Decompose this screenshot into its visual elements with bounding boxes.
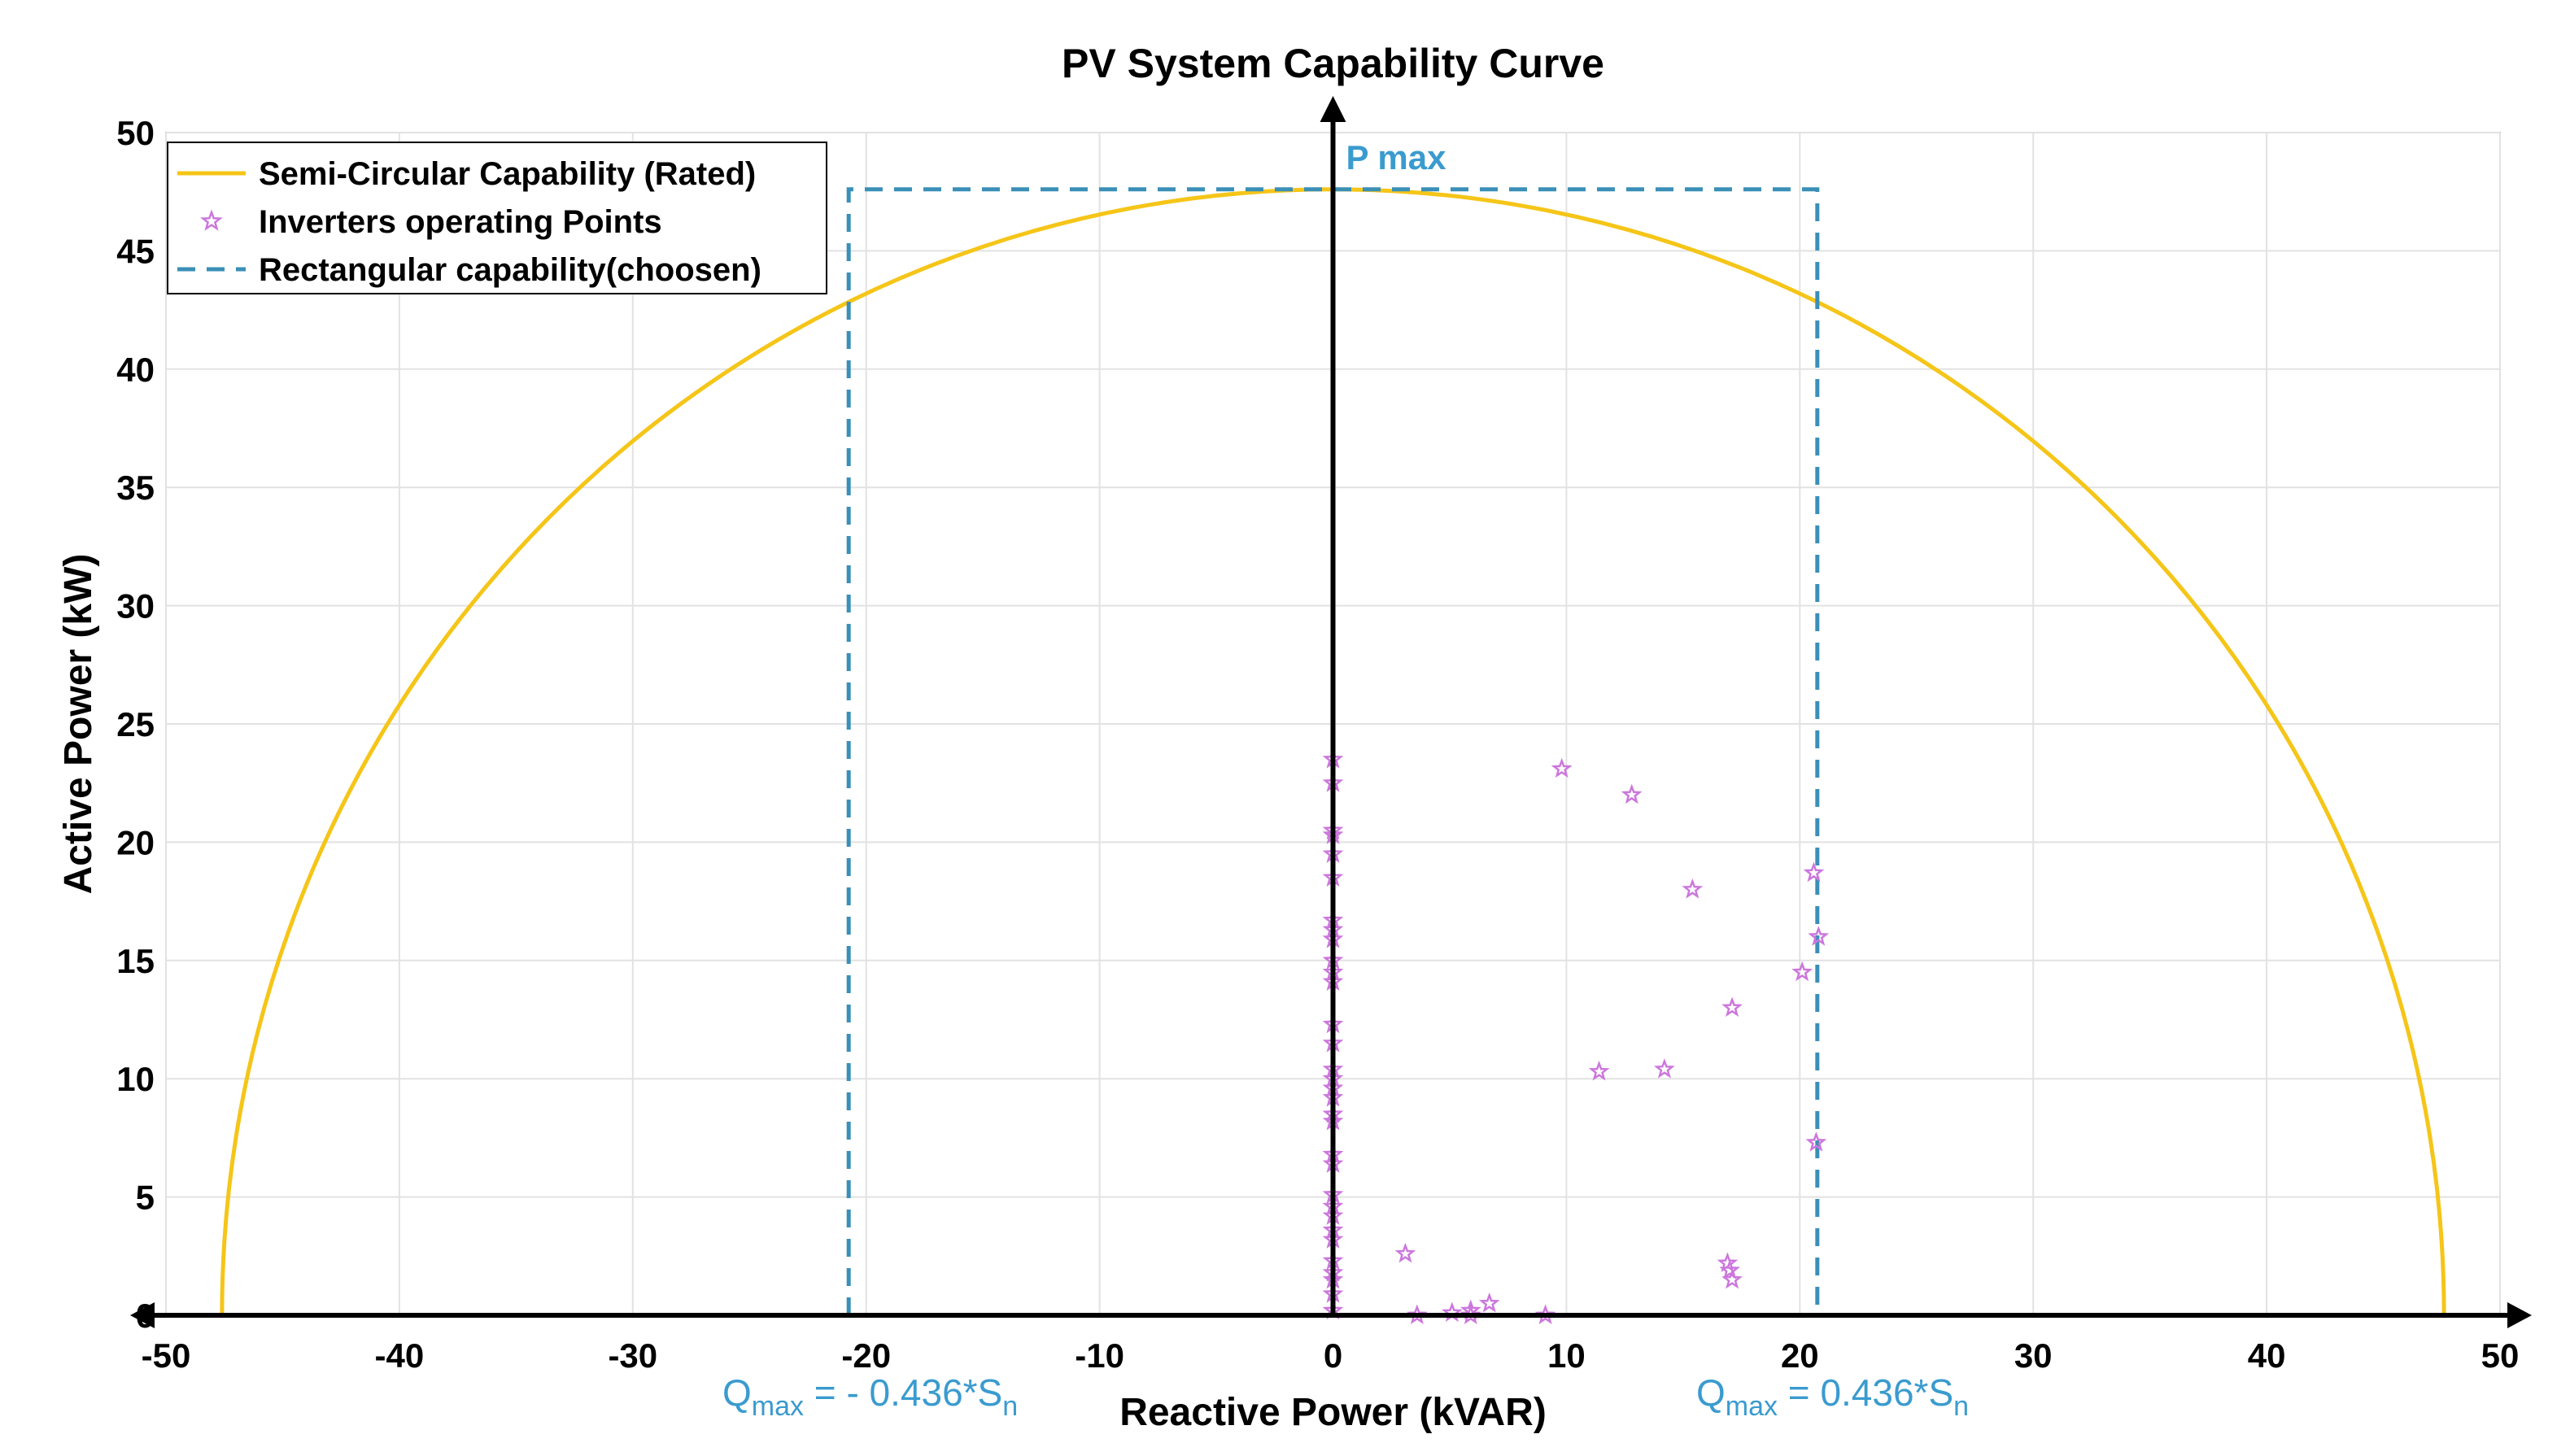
y-tick-label: 15 (116, 942, 155, 980)
legend-label-rectangle: Rectangular capability(choosen) (259, 252, 761, 288)
legend-label-semicircle: Semi-Circular Capability (Rated) (259, 156, 756, 192)
x-axis-label: Reactive Power (kVAR) (1119, 1391, 1547, 1434)
center-axes (130, 96, 2532, 1328)
pmax-annotation: P max (1346, 138, 1447, 177)
operating-point (1682, 878, 1704, 899)
x-tick-label: -20 (841, 1336, 891, 1375)
qmax-neg-mid: = - 0.436*S (804, 1371, 1002, 1414)
qmax-neg-end: n (1002, 1391, 1018, 1422)
x-tick-label: 10 (1547, 1336, 1586, 1375)
operating-point (1551, 757, 1573, 778)
operating-point (1654, 1058, 1675, 1079)
operating-point (1406, 1304, 1428, 1324)
qmax-pos-mid: = 0.436*S (1778, 1371, 1953, 1414)
x-tick-label: 50 (2481, 1336, 2520, 1375)
operating-point (1791, 961, 1813, 982)
y-tick-label: 50 (116, 114, 155, 152)
operating-point (1808, 926, 1830, 946)
qmax-positive-annotation: Qmax = 0.436*Sn (1696, 1371, 1969, 1422)
y-tick-label: 20 (116, 823, 155, 861)
legend-swatch-star-icon (200, 209, 223, 231)
qmax-pos-end: n (1953, 1391, 1969, 1422)
operating-point (1394, 1242, 1416, 1263)
legend: Semi-Circular Capability (Rated) Inverte… (167, 142, 827, 294)
x-tick-label: -50 (142, 1336, 191, 1375)
y-axis-arrow-up-icon (1320, 96, 1346, 122)
x-tick-label: 40 (2248, 1336, 2286, 1375)
x-axis-arrow-left-icon (130, 1302, 155, 1328)
operating-point (1621, 783, 1643, 804)
y-tick-label: 30 (116, 587, 155, 626)
operating-point (1805, 1131, 1827, 1152)
qmax-pos-sub: max (1726, 1391, 1778, 1422)
x-tick-label: 20 (1781, 1336, 1819, 1375)
x-tick-label: 30 (2014, 1336, 2053, 1375)
x-tick-label: 0 (1324, 1336, 1342, 1375)
qmax-negative-annotation: Qmax = - 0.436*Sn (722, 1371, 1018, 1422)
operating-point (1803, 861, 1825, 883)
operating-point (1588, 1060, 1610, 1081)
y-tick-label: 5 (136, 1179, 155, 1217)
x-tick-labels: -50 -40 -30 -20 -10 0 10 20 30 40 50 (142, 1336, 2520, 1375)
chart-title: PV System Capability Curve (1062, 41, 1604, 86)
y-axis-label: Active Power (kW) (57, 554, 100, 895)
operating-point (1721, 996, 1743, 1017)
y-tick-label: 35 (116, 469, 155, 507)
x-axis-arrow-right-icon (2507, 1302, 2532, 1328)
x-tick-label: -10 (1075, 1336, 1124, 1375)
y-tick-label: 10 (116, 1060, 155, 1098)
operating-point (1719, 1259, 1741, 1279)
qmax-pos-q: Q (1696, 1371, 1726, 1414)
x-tick-label: -40 (375, 1336, 425, 1375)
qmax-neg-q: Q (722, 1371, 752, 1414)
qmax-neg-sub: max (752, 1391, 804, 1422)
operating-point (1478, 1292, 1500, 1313)
operating-point (1534, 1304, 1556, 1324)
legend-label-operating-points: Inverters operating Points (259, 204, 662, 240)
y-tick-label: 45 (116, 232, 155, 270)
operating-point (1460, 1304, 1481, 1324)
operating-point (1721, 1268, 1743, 1289)
rectangular-capability-boundary (846, 187, 1820, 1315)
y-tick-label: 25 (116, 705, 155, 743)
legend-box (167, 142, 827, 294)
x-tick-label: -30 (608, 1336, 657, 1375)
y-tick-label: 40 (116, 351, 155, 389)
